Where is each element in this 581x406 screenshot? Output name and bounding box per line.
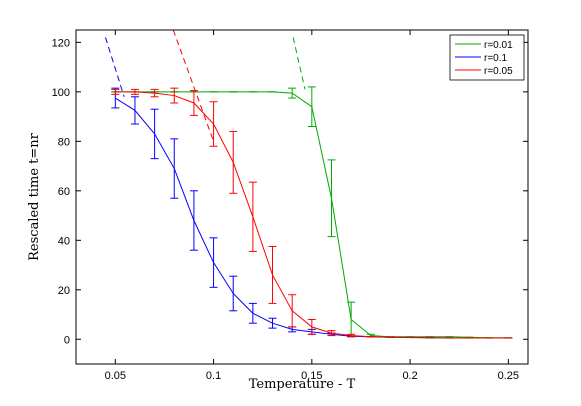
y-tick-label: 100 xyxy=(52,87,70,99)
plot-background xyxy=(76,30,528,364)
error-bar xyxy=(307,86,316,127)
error-bar xyxy=(327,330,336,337)
error-bar xyxy=(347,333,356,338)
y-tick-label: 40 xyxy=(58,235,70,247)
x-tick-label: 0.05 xyxy=(105,370,126,382)
x-tick-label: 0.25 xyxy=(498,370,519,382)
series-r=0.01 xyxy=(111,37,513,339)
error-bar xyxy=(288,87,297,99)
legend: r=0.01 r=0.1 r=0.05 xyxy=(449,34,525,81)
plot-frame xyxy=(75,29,529,365)
error-bar xyxy=(170,87,179,104)
axis-ticks: 0.05 0.1 0.15 0.2 0.25 0 20 40 60 80 100 120 xyxy=(52,30,528,382)
error-bar xyxy=(189,190,198,251)
error-bar xyxy=(268,317,277,329)
y-tick-label: 60 xyxy=(58,186,70,198)
error-bar xyxy=(189,90,198,116)
y-tick-label: 0 xyxy=(64,334,70,346)
error-bar xyxy=(327,159,336,238)
x-tick-label: 0.2 xyxy=(402,370,417,382)
error-bar xyxy=(248,181,257,252)
x-tick-label: 0.1 xyxy=(206,370,221,382)
error-bar xyxy=(209,101,218,147)
legend-label: r=0.05 xyxy=(484,66,513,77)
error-bar xyxy=(150,108,159,160)
x-tick-label: 0.15 xyxy=(301,370,322,382)
error-bar xyxy=(268,245,277,304)
error-bar xyxy=(130,88,139,95)
y-tick-label: 80 xyxy=(58,136,70,148)
y-axis-title: Rescaled time t=nr xyxy=(27,132,42,261)
error-bar xyxy=(248,302,257,324)
error-bar xyxy=(307,318,316,335)
error-bar xyxy=(229,275,238,312)
data-layer xyxy=(105,29,513,339)
error-bar xyxy=(150,88,159,98)
error-bar xyxy=(288,294,297,328)
series-dashed-line xyxy=(292,37,306,90)
error-bar xyxy=(111,88,120,95)
y-tick-label: 120 xyxy=(52,37,70,49)
error-bar xyxy=(170,138,179,199)
legend-label: r=0.01 xyxy=(484,40,513,51)
error-bar xyxy=(130,96,139,125)
error-bar xyxy=(209,237,218,288)
x-axis-title: Temperature - T xyxy=(249,377,356,392)
series-dashed-line xyxy=(105,37,125,97)
series-r=0.05 xyxy=(111,29,513,339)
error-bar xyxy=(229,130,238,194)
y-tick-label: 20 xyxy=(58,285,70,297)
legend-label: r=0.1 xyxy=(484,53,508,64)
